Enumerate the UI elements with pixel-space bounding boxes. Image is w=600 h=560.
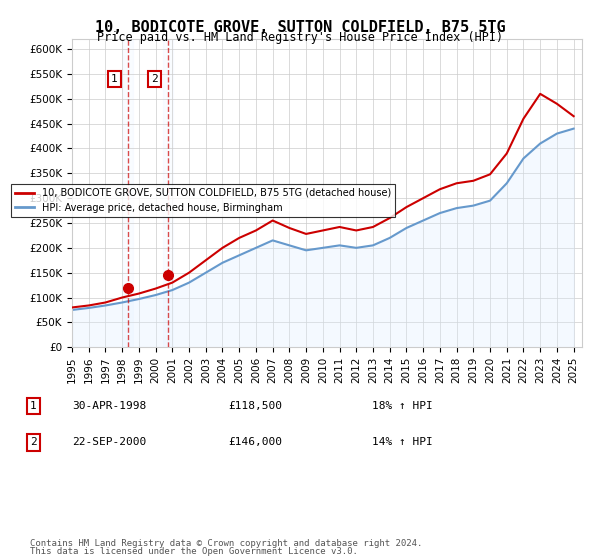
Text: Contains HM Land Registry data © Crown copyright and database right 2024.: Contains HM Land Registry data © Crown c… (30, 539, 422, 548)
Text: 10, BODICOTE GROVE, SUTTON COLDFIELD, B75 5TG: 10, BODICOTE GROVE, SUTTON COLDFIELD, B7… (95, 20, 505, 35)
Text: 14% ↑ HPI: 14% ↑ HPI (372, 437, 433, 447)
Text: £146,000: £146,000 (228, 437, 282, 447)
Text: 30-APR-1998: 30-APR-1998 (72, 401, 146, 411)
Text: 2: 2 (151, 74, 158, 84)
Text: 2: 2 (30, 437, 37, 447)
Text: £118,500: £118,500 (228, 401, 282, 411)
Text: This data is licensed under the Open Government Licence v3.0.: This data is licensed under the Open Gov… (30, 548, 358, 557)
Text: 22-SEP-2000: 22-SEP-2000 (72, 437, 146, 447)
Text: 18% ↑ HPI: 18% ↑ HPI (372, 401, 433, 411)
Text: 1: 1 (30, 401, 37, 411)
Bar (122, 39, 133, 347)
Bar (163, 39, 173, 347)
Text: 1: 1 (111, 74, 118, 84)
Text: Price paid vs. HM Land Registry's House Price Index (HPI): Price paid vs. HM Land Registry's House … (97, 31, 503, 44)
Legend: 10, BODICOTE GROVE, SUTTON COLDFIELD, B75 5TG (detached house), HPI: Average pri: 10, BODICOTE GROVE, SUTTON COLDFIELD, B7… (11, 184, 395, 217)
